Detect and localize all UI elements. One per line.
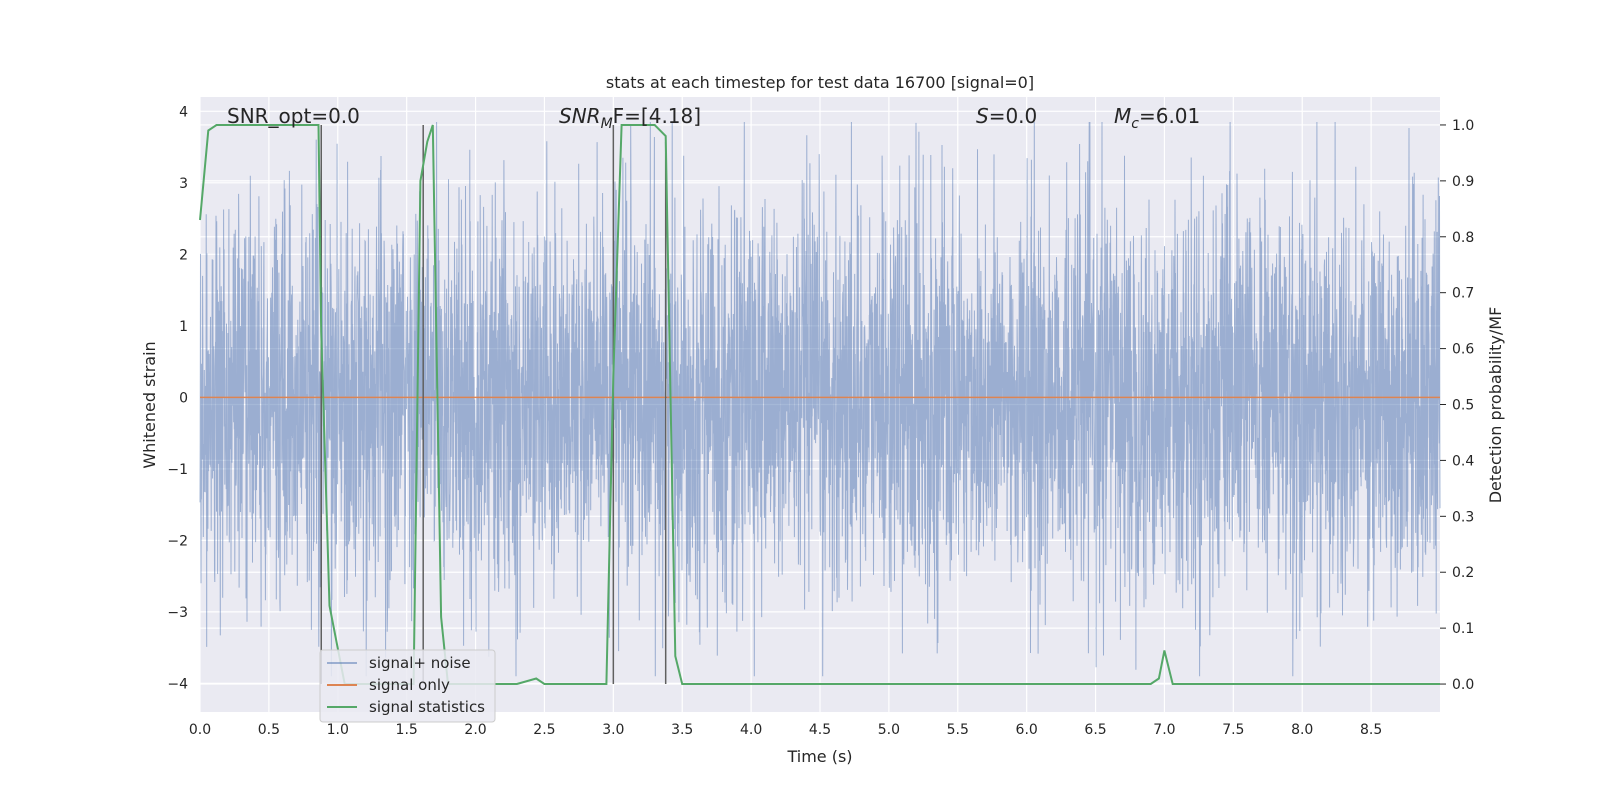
legend: signal+ noise signal only signal statist… <box>319 649 496 723</box>
right-tick-label-10: 0.0 <box>1452 677 1474 693</box>
right-tick-label-3: 0.7 <box>1452 286 1474 302</box>
right-axis-ticks: 1.0 0.9 0.8 0.7 0.6 0.5 0.4 0.3 0.2 0.1 0.0 <box>1440 118 1474 693</box>
legend-label-signal-only: signal only <box>369 676 450 694</box>
annotation-snr-mf-main: SNR <box>559 104 601 128</box>
left-tick-label-1: 3 <box>179 176 188 192</box>
left-axis-ticks: 4 3 2 1 0 −1 −2 −3 −4 <box>167 104 188 692</box>
x-tick-label-7: 3.5 <box>671 722 693 738</box>
right-tick-label-1: 0.9 <box>1452 174 1474 190</box>
legend-label-signal-plus-noise: signal+ noise <box>369 654 471 672</box>
left-tick-label-4: 0 <box>179 390 188 406</box>
x-tick-label-17: 8.5 <box>1360 722 1382 738</box>
x-tick-label-15: 7.5 <box>1222 722 1244 738</box>
x-tick-label-14: 7.0 <box>1153 722 1175 738</box>
x-tick-label-9: 4.5 <box>809 722 831 738</box>
left-tick-label-8: −4 <box>167 676 188 692</box>
x-tick-label-16: 8.0 <box>1291 722 1313 738</box>
x-tick-label-6: 3.0 <box>602 722 624 738</box>
series-signal-statistics <box>199 124 1440 685</box>
right-tick-label-4: 0.6 <box>1452 342 1474 358</box>
annotation-snr-opt: SNR_opt=0.0 <box>227 104 360 128</box>
annotation-mc-rest: =6.01 <box>1139 104 1200 128</box>
x-tick-label-11: 5.5 <box>947 722 969 738</box>
x-tick-label-13: 6.5 <box>1084 722 1106 738</box>
x-tick-label-1: 0.5 <box>258 722 280 738</box>
signal-statistics-line <box>199 124 1440 685</box>
signal-plus-noise-line <box>199 121 1441 677</box>
x-tick-label-4: 2.0 <box>464 722 486 738</box>
legend-label-signal-statistics: signal statistics <box>369 698 485 716</box>
annotation-snr-mf: SNRMF=[4.18] <box>559 104 701 132</box>
right-y-axis-label: Detection probability/MF <box>1486 307 1505 504</box>
x-tick-label-2: 1.0 <box>327 722 349 738</box>
right-tick-label-8: 0.2 <box>1452 565 1474 581</box>
left-tick-label-5: −1 <box>167 462 188 478</box>
annotation-snr-mf-rest: F=[4.18] <box>613 104 701 128</box>
left-y-axis-label: Whitened strain <box>140 341 159 468</box>
x-tick-label-8: 4.0 <box>740 722 762 738</box>
left-tick-label-3: 1 <box>179 319 188 335</box>
annotation-snr-mf-sub: M <box>601 116 613 132</box>
right-tick-label-9: 0.1 <box>1452 621 1474 637</box>
x-tick-label-0: 0.0 <box>189 722 211 738</box>
x-axis-ticks: 0.0 0.5 1.0 1.5 2.0 2.5 3.0 3.5 4.0 4.5 5.0 5.5 6.0 6… <box>189 722 1382 738</box>
legend-box <box>319 649 496 723</box>
right-tick-label-2: 0.8 <box>1452 230 1474 246</box>
annotation-s-rest: =0.0 <box>989 104 1038 128</box>
left-tick-label-6: −2 <box>167 533 188 549</box>
left-tick-label-2: 2 <box>179 247 188 263</box>
annotation-s: S=0.0 <box>976 104 1037 128</box>
x-tick-label-3: 1.5 <box>396 722 418 738</box>
annotation-mc-sub: c <box>1131 116 1139 132</box>
right-tick-label-7: 0.3 <box>1452 509 1474 525</box>
x-tick-label-12: 6.0 <box>1016 722 1038 738</box>
x-tick-label-10: 5.0 <box>878 722 900 738</box>
right-tick-label-6: 0.4 <box>1452 453 1474 469</box>
chart-title: stats at each timestep for test data 167… <box>606 73 1034 92</box>
annotation-s-main: S <box>976 104 989 128</box>
annotation-mc-main: M <box>1114 104 1131 128</box>
detection-markers <box>320 124 667 685</box>
series-signal-plus-noise <box>199 121 1441 677</box>
annotation-mc: Mc=6.01 <box>1114 104 1200 132</box>
left-tick-label-7: −3 <box>167 605 188 621</box>
x-tick-label-5: 2.5 <box>533 722 555 738</box>
x-axis-label: Time (s) <box>786 747 852 766</box>
left-tick-label-0: 4 <box>179 104 188 120</box>
right-tick-label-0: 1.0 <box>1452 118 1474 134</box>
right-tick-label-5: 0.5 <box>1452 398 1474 414</box>
